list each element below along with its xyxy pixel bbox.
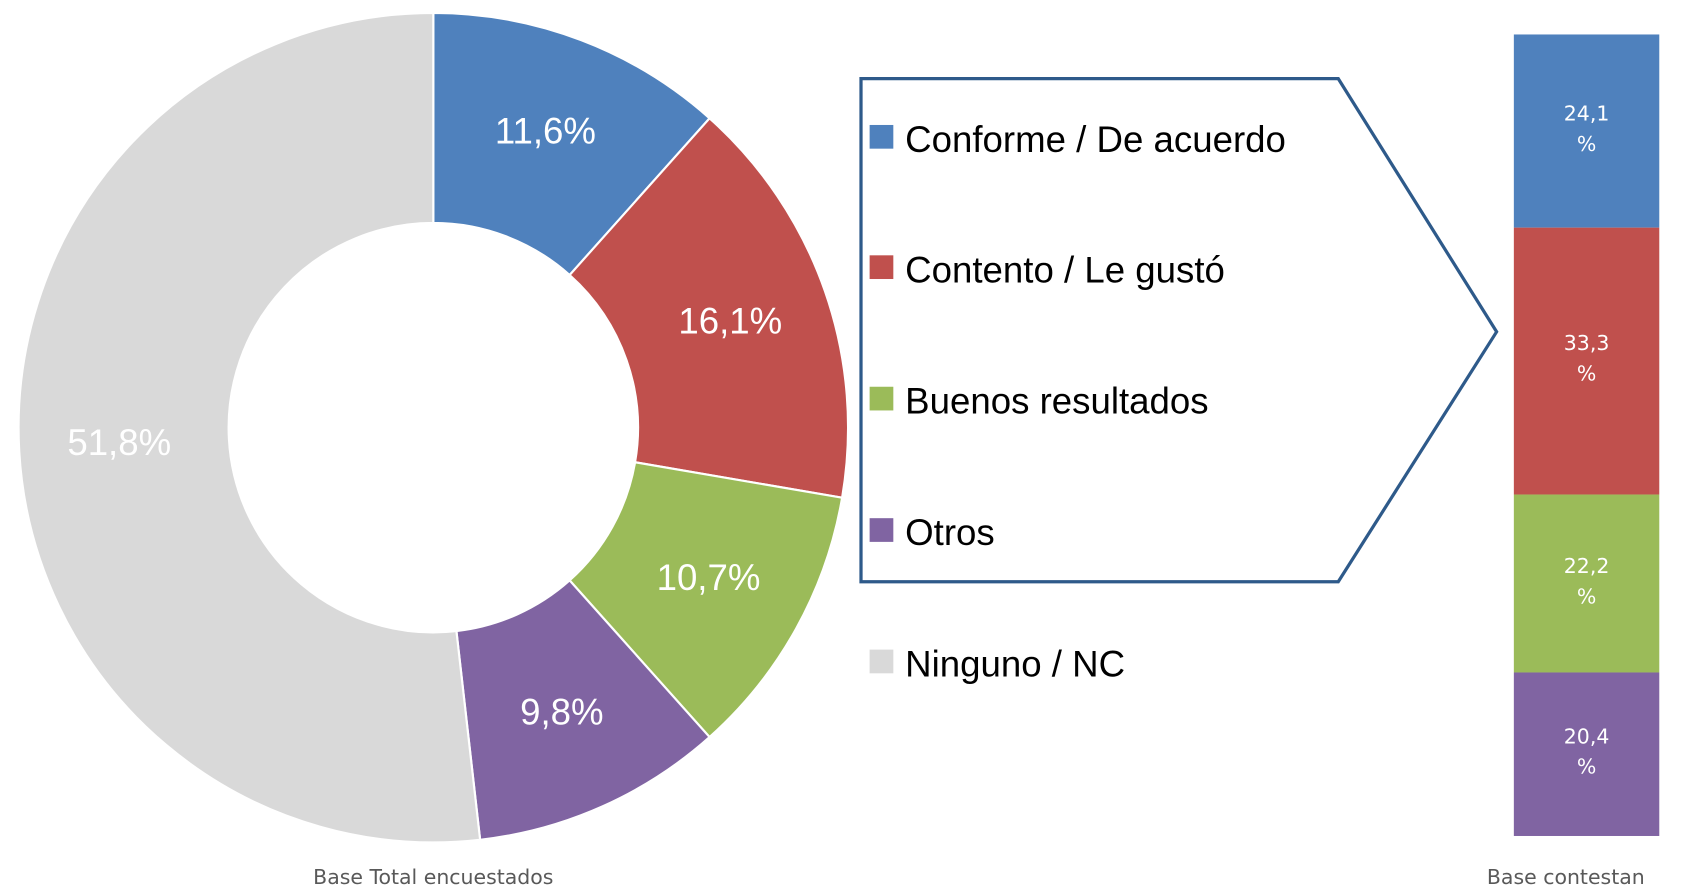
bar-label-box: 24,1 % (1563, 101, 1610, 156)
legend-label-box: Buenos resultados (905, 381, 1209, 423)
bar-label-box: 22,2 % (1563, 554, 1610, 609)
legend-swatch (869, 255, 894, 280)
bar-label-box: 20,4 % (1563, 725, 1610, 780)
bar-segment (1513, 494, 1660, 673)
caption: Base Total encuestados (313, 865, 553, 889)
legend-swatch (869, 649, 894, 674)
slice-label: 51,8% (67, 422, 171, 463)
bar-label-box: 33,3 % (1563, 331, 1610, 386)
legend-label-box: Conforme / De acuerdo (905, 119, 1286, 161)
bar-label: 22,2 % (1563, 554, 1610, 609)
legend-label: Buenos resultados (905, 381, 1209, 423)
donut-slice (432, 11, 712, 277)
donut-slice (568, 116, 850, 499)
bar-segment (1513, 227, 1660, 495)
legend-swatch (869, 386, 894, 411)
bar-label: 24,1 % (1563, 101, 1610, 156)
legend-swatch (869, 124, 894, 149)
legend-label-box: Ninguno / NC (905, 644, 1126, 686)
legend-label-box: Otros (905, 512, 995, 554)
bar-segment (1513, 672, 1660, 836)
legend-label: Ninguno / NC (905, 644, 1126, 686)
legend-label-box: Contento / Le gustó (905, 249, 1225, 291)
donut-slice (17, 11, 482, 844)
bar-label: 33,3 % (1563, 331, 1610, 386)
legend-label: Conforme / De acuerdo (905, 119, 1286, 161)
donut-slice (568, 460, 844, 739)
callout-arrow (859, 77, 1499, 584)
legend-label: Otros (905, 512, 995, 554)
slice-label: 9,8% (520, 691, 603, 732)
bar-segment (1513, 34, 1660, 228)
slice-label: 10,7% (657, 557, 761, 598)
slice-label: 11,6% (495, 110, 596, 151)
donut-slice (455, 578, 712, 841)
slice-label: 16,1% (678, 301, 782, 342)
legend-label: Contento / Le gustó (905, 249, 1225, 291)
legend-swatch (869, 518, 894, 542)
bar-label: 20,4 % (1563, 725, 1610, 780)
caption: Base contestan (1487, 865, 1645, 889)
